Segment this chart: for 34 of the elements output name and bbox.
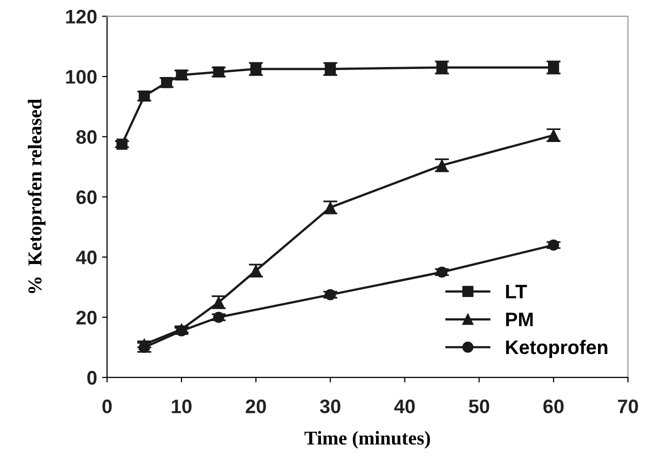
- point: [324, 289, 336, 300]
- point: [324, 63, 336, 75]
- legend-label: PM: [506, 312, 533, 326]
- legend-label: Ketoprofen: [506, 340, 608, 358]
- point: [116, 138, 128, 150]
- y-tick-label: 80: [76, 130, 97, 144]
- point: [213, 312, 224, 323]
- x-tick-label: 40: [394, 400, 415, 414]
- point: [213, 296, 224, 308]
- x-tick-label: 10: [172, 400, 192, 414]
- point: [436, 266, 448, 278]
- y-tick-label: 40: [76, 250, 97, 264]
- x-tick-label: 60: [543, 400, 564, 414]
- point: [138, 90, 150, 102]
- point: [250, 63, 262, 75]
- x-tick-label: 70: [618, 400, 638, 414]
- y-axis-title: % Ketoprofen released: [28, 98, 46, 294]
- y-tick-label: 0: [87, 370, 97, 385]
- y-tick-label: 60: [76, 190, 97, 204]
- point: [436, 62, 448, 74]
- y-tick-label: 120: [66, 10, 97, 24]
- x-tick-label: 20: [246, 400, 266, 414]
- x-axis-title: Time (minutes): [304, 431, 430, 449]
- point: [436, 160, 448, 171]
- point: [324, 202, 336, 213]
- y-tick-label: 20: [76, 310, 97, 325]
- point: [213, 66, 224, 78]
- point: [250, 265, 262, 276]
- legend-label: LT: [506, 284, 527, 298]
- y-tick-label: 100: [66, 70, 97, 84]
- point: [548, 239, 560, 251]
- x-tick-label: 0: [102, 400, 112, 414]
- x-tick-label: 30: [320, 400, 340, 414]
- x-tick-label: 50: [468, 400, 490, 414]
